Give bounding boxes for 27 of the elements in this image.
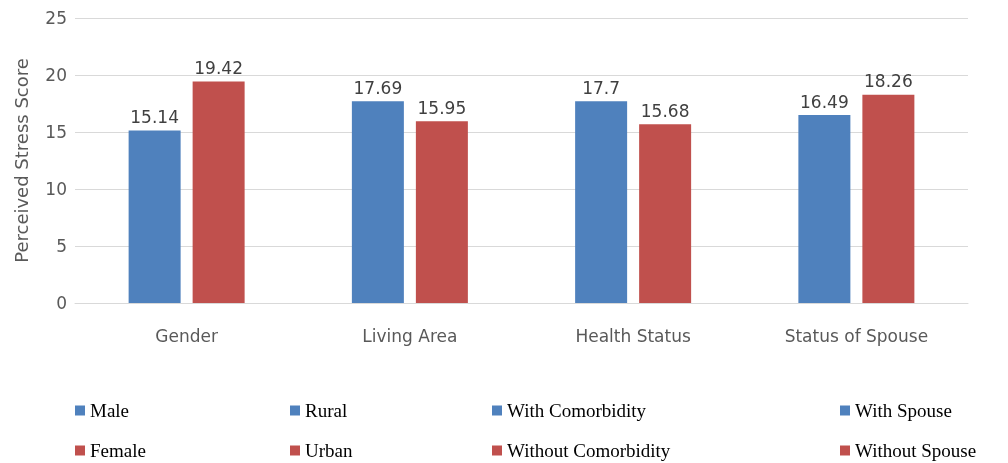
y-tick-label: 0 xyxy=(56,293,67,313)
x-tick-label: Living Area xyxy=(362,325,458,346)
legend-label: Female xyxy=(90,440,146,461)
y-tick-label: 20 xyxy=(45,65,67,85)
legend-label: Male xyxy=(90,400,130,421)
y-tick-label: 10 xyxy=(45,179,67,199)
y-axis-title: Perceived Stress Score xyxy=(10,58,32,263)
legend-label: Urban xyxy=(305,440,353,461)
legend-label: With Spouse xyxy=(855,400,952,421)
legend-label: Without Comorbidity xyxy=(507,440,671,461)
x-tick-label: Gender xyxy=(155,325,218,346)
data-label: 17.7 xyxy=(582,77,621,98)
y-tick-label: 15 xyxy=(45,122,67,142)
data-label: 15.14 xyxy=(130,106,179,127)
data-label: 16.49 xyxy=(800,91,849,112)
data-label: 17.69 xyxy=(353,77,403,98)
data-label: 15.95 xyxy=(417,97,467,118)
data-label: 19.42 xyxy=(194,58,243,79)
x-tick-label: Health Status xyxy=(575,325,691,346)
y-tick-label: 25 xyxy=(45,8,67,28)
y-tick-label: 5 xyxy=(56,236,67,256)
data-label: 15.68 xyxy=(640,100,690,121)
legend-label: With Comorbidity xyxy=(507,400,647,421)
legend-label: Without Spouse xyxy=(855,440,977,461)
legend-label: Rural xyxy=(305,400,348,421)
data-label: 18.26 xyxy=(864,71,913,92)
x-tick-label: Status of Spouse xyxy=(784,325,929,346)
